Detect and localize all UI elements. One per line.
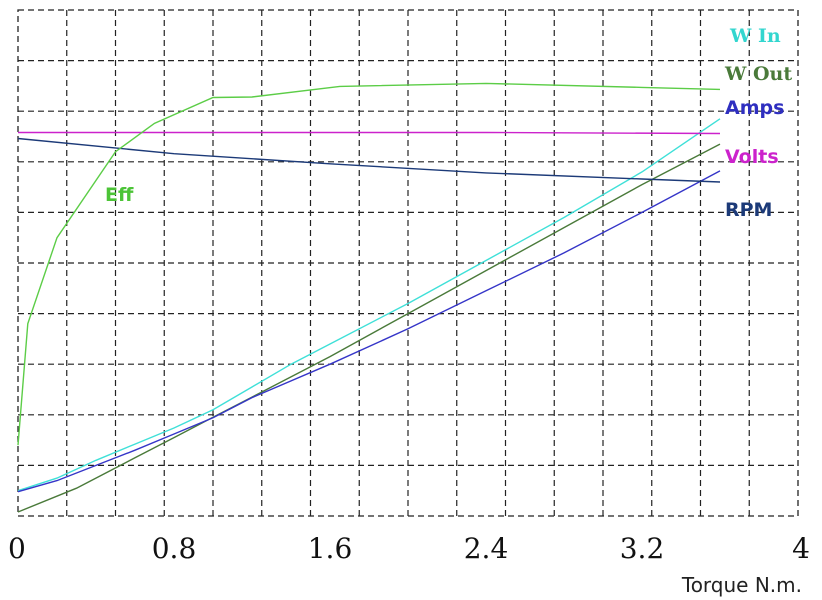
x-tick-label: 3.2 <box>620 532 665 565</box>
series-label-amps: Amps <box>725 97 784 119</box>
x-axis-ticks: 0 0.8 1.6 2.4 3.2 4 <box>8 532 810 565</box>
series-labels: W In W Out Amps Volts RPM Eff <box>105 25 792 221</box>
series-label-eff: Eff <box>105 184 134 206</box>
series-label-w-out: W Out <box>724 63 792 85</box>
series-line-eff <box>17 82 721 446</box>
x-tick-label: 4 <box>792 532 810 565</box>
series-line-volts <box>18 131 721 135</box>
series-line-w-out <box>17 143 721 513</box>
series-line-rpm <box>17 137 721 183</box>
series-label-volts: Volts <box>725 146 779 168</box>
x-tick-label: 1.6 <box>308 532 353 565</box>
x-tick-label: 0 <box>8 532 26 565</box>
x-axis-label: Torque N.m. <box>681 573 802 597</box>
x-tick-label: 0.8 <box>152 532 197 565</box>
series-line-amps <box>17 170 721 493</box>
series-lines <box>17 82 721 513</box>
series-label-rpm: RPM <box>725 199 772 221</box>
plot-grid <box>17 9 799 517</box>
series-line-w-in <box>17 118 721 492</box>
series-label-w-in: W In <box>729 25 781 47</box>
x-tick-label: 2.4 <box>464 532 509 565</box>
